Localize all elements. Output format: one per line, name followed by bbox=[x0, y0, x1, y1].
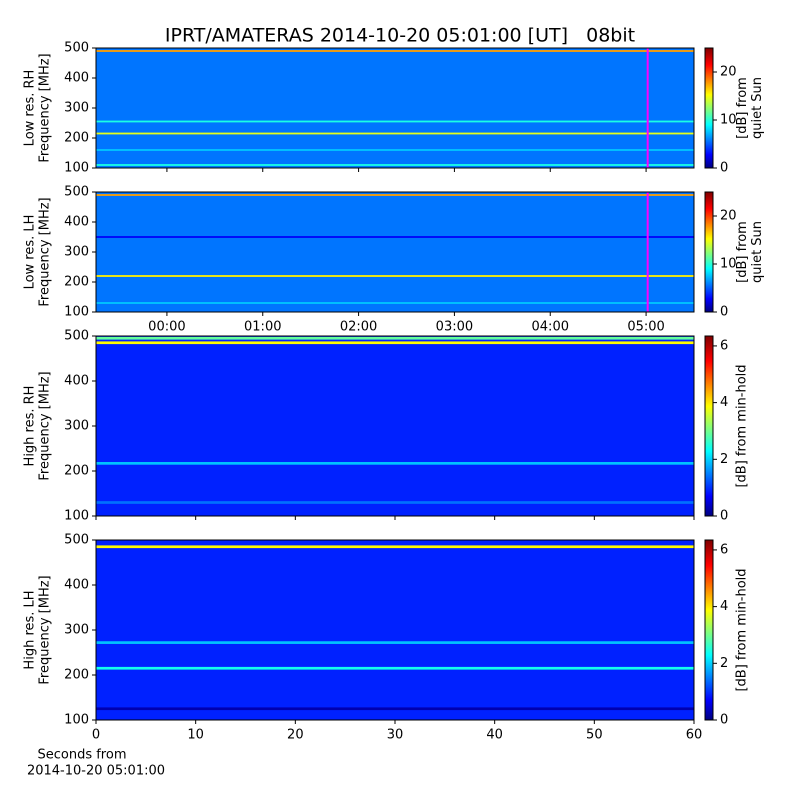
y-tick-label: 100 bbox=[64, 713, 89, 728]
y-tick-label: 500 bbox=[64, 185, 89, 200]
colorbar-label: [dB] from bbox=[735, 221, 750, 283]
y-axis-label: Frequency [MHz] bbox=[38, 371, 53, 480]
colorbar-tick-label: 20 bbox=[720, 65, 737, 80]
colorbar-tick-label: 6 bbox=[720, 542, 728, 557]
x-tick-label: 01:00 bbox=[244, 320, 281, 335]
colorbar-tick-label: 0 bbox=[720, 305, 728, 320]
colorbar-tick-label: 20 bbox=[720, 209, 737, 224]
y-tick-label: 400 bbox=[64, 71, 89, 86]
y-axis-label: Frequency [MHz] bbox=[38, 53, 53, 162]
colorbar-tick-label: 2 bbox=[720, 656, 728, 671]
y-axis-label: High res. RH bbox=[23, 386, 38, 467]
colorbar-label: [dB] from min-hold bbox=[735, 364, 750, 487]
colorbar-tick-label: 0 bbox=[720, 509, 728, 524]
heatmap-base bbox=[96, 540, 694, 720]
x-axis-label: Seconds from bbox=[37, 748, 126, 763]
heatmap-band bbox=[96, 164, 694, 166]
heatmap-band bbox=[96, 236, 694, 238]
x-tick-label: 20 bbox=[287, 728, 304, 743]
heatmap-band bbox=[96, 149, 694, 151]
colorbar-label: [dB] from min-hold bbox=[735, 568, 750, 691]
y-tick-label: 100 bbox=[64, 161, 89, 176]
y-axis-label: High res. LH bbox=[23, 590, 38, 669]
colorbar-label: quiet Sun bbox=[750, 221, 765, 283]
y-tick-label: 200 bbox=[64, 668, 89, 683]
heatmap-band bbox=[96, 545, 694, 549]
y-tick-label: 300 bbox=[64, 623, 89, 638]
y-tick-label: 400 bbox=[64, 578, 89, 593]
x-tick-label: 10 bbox=[187, 728, 204, 743]
colorbar-tick-label: 2 bbox=[720, 452, 728, 467]
heatmap-base bbox=[96, 48, 694, 168]
y-tick-label: 300 bbox=[64, 101, 89, 116]
heatmap-band bbox=[96, 302, 694, 304]
y-tick-label: 300 bbox=[64, 419, 89, 434]
y-tick-label: 500 bbox=[64, 329, 89, 344]
y-tick-label: 400 bbox=[64, 215, 89, 230]
colorbar-tick-label: 10 bbox=[720, 113, 737, 128]
y-axis-label: Low res. RH bbox=[23, 70, 38, 147]
colorbar-tick-label: 0 bbox=[720, 161, 728, 176]
colorbar-label: quiet Sun bbox=[750, 77, 765, 139]
heatmap-band bbox=[96, 50, 694, 52]
y-tick-label: 500 bbox=[64, 533, 89, 548]
heatmap-band bbox=[96, 462, 694, 465]
heatmap-band bbox=[96, 707, 694, 711]
y-axis-label: Low res. LH bbox=[23, 215, 38, 290]
heatmap-band bbox=[96, 501, 694, 504]
heatmap-band bbox=[96, 275, 694, 277]
heatmap-band bbox=[96, 641, 694, 644]
colorbar-tick-label: 6 bbox=[720, 338, 728, 353]
y-tick-label: 400 bbox=[64, 374, 89, 389]
y-axis-label: Frequency [MHz] bbox=[38, 197, 53, 306]
heatmap-band bbox=[96, 120, 694, 123]
heatmap-band bbox=[96, 341, 694, 345]
heatmap-band bbox=[96, 666, 694, 670]
y-tick-label: 200 bbox=[64, 275, 89, 290]
colorbar-tick-label: 10 bbox=[720, 257, 737, 272]
colorbar-tick-label: 0 bbox=[720, 713, 728, 728]
heatmap-base bbox=[96, 192, 694, 312]
chart-title: IPRT/AMATERAS 2014-10-20 05:01:00 [UT] 0… bbox=[165, 25, 635, 47]
colorbar bbox=[704, 47, 714, 169]
x-tick-label: 40 bbox=[486, 728, 503, 743]
x-axis-label: 2014-10-20 05:01:00 bbox=[27, 764, 165, 779]
x-tick-label: 02:00 bbox=[340, 320, 377, 335]
y-tick-label: 200 bbox=[64, 464, 89, 479]
y-tick-label: 300 bbox=[64, 245, 89, 260]
x-tick-label: 00:00 bbox=[148, 320, 185, 335]
colorbar-tick-label: 4 bbox=[720, 395, 728, 410]
x-tick-label: 03:00 bbox=[436, 320, 473, 335]
colorbar bbox=[704, 191, 714, 313]
heatmap-band bbox=[96, 336, 694, 340]
x-tick-label: 04:00 bbox=[532, 320, 569, 335]
colorbar-label: [dB] from bbox=[735, 77, 750, 139]
y-tick-label: 500 bbox=[64, 41, 89, 56]
x-tick-label: 0 bbox=[92, 728, 100, 743]
heatmap-band bbox=[96, 132, 694, 135]
y-tick-label: 100 bbox=[64, 305, 89, 320]
colorbar bbox=[704, 335, 714, 517]
x-tick-label: 60 bbox=[686, 728, 703, 743]
x-tick-label: 50 bbox=[586, 728, 603, 743]
colorbar bbox=[704, 539, 714, 721]
x-tick-label: 05:00 bbox=[627, 320, 664, 335]
x-tick-label: 30 bbox=[387, 728, 404, 743]
y-axis-label: Frequency [MHz] bbox=[38, 575, 53, 684]
y-tick-label: 100 bbox=[64, 509, 89, 524]
heatmap-base bbox=[96, 336, 694, 516]
colorbar-tick-label: 4 bbox=[720, 599, 728, 614]
y-tick-label: 200 bbox=[64, 131, 89, 146]
heatmap-band bbox=[96, 194, 694, 196]
